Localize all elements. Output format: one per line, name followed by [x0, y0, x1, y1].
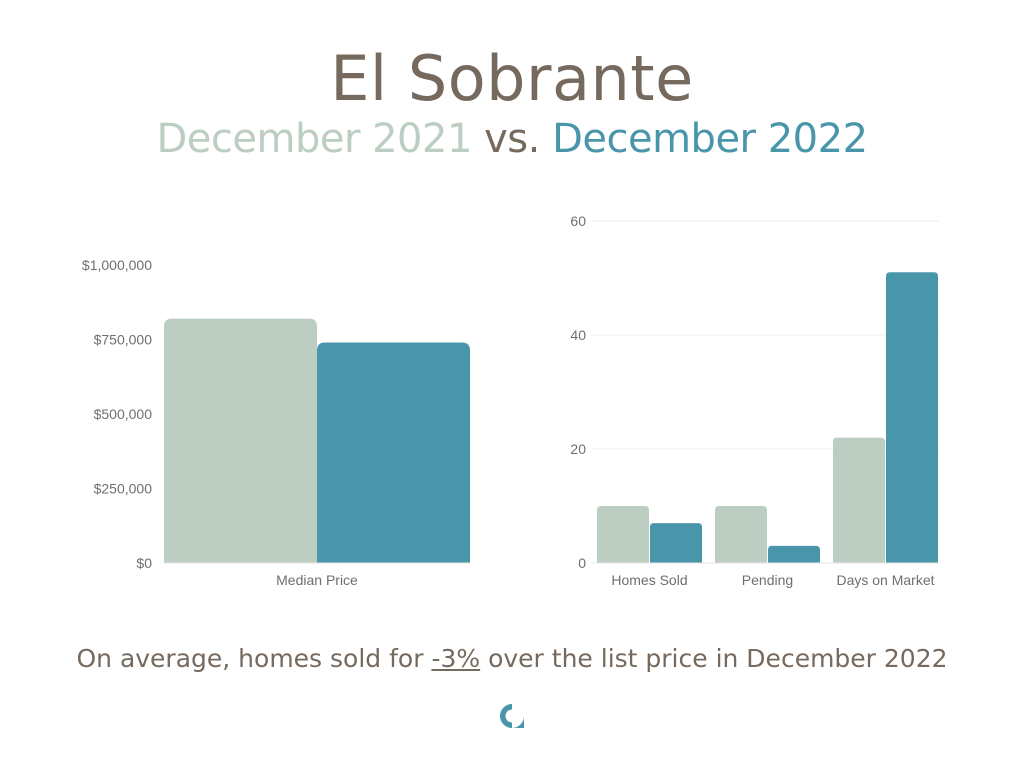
summary-suffix: over the list price in December 2022: [480, 644, 948, 673]
bar: [317, 342, 470, 563]
y-tick-label: 20: [570, 441, 586, 457]
y-tick-label: $0: [136, 555, 152, 571]
x-tick-label: Pending: [742, 572, 793, 588]
x-tick-label: Days on Market: [836, 572, 934, 588]
y-tick-label: $750,000: [94, 332, 153, 348]
bar: [650, 523, 702, 563]
bar: [164, 318, 317, 563]
bar: [886, 272, 938, 563]
y-tick-label: $500,000: [94, 406, 153, 422]
page-title: El Sobrante: [330, 42, 694, 115]
brand-logo-icon: [500, 704, 524, 728]
y-tick-label: $1,000,000: [82, 257, 152, 273]
price-summary: On average, homes sold for -3% over the …: [0, 644, 1024, 673]
y-tick-label: $250,000: [94, 481, 153, 497]
x-tick-label: Median Price: [276, 572, 358, 588]
x-tick-label: Homes Sold: [611, 572, 687, 588]
vs-label: vs.: [484, 116, 540, 162]
bar: [597, 506, 649, 563]
summary-percent: -3%: [431, 644, 481, 673]
comparison-subtitle: December 2021 vs. December 2022: [0, 116, 1024, 162]
bar: [768, 545, 820, 563]
summary-prefix: On average, homes sold for: [76, 644, 432, 673]
period-b-label: December 2022: [552, 116, 868, 162]
y-tick-label: 60: [570, 213, 586, 229]
y-tick-label: 40: [570, 327, 586, 343]
bar: [715, 506, 767, 563]
bar: [833, 437, 885, 563]
period-a-label: December 2021: [156, 116, 472, 162]
y-tick-label: 0: [578, 555, 586, 571]
